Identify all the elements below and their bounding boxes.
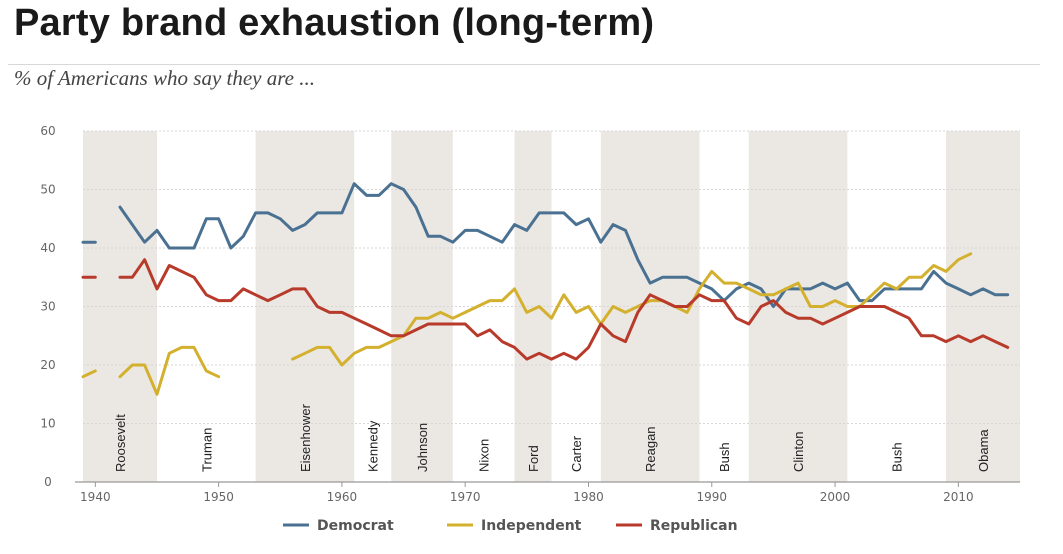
series-line-republican (118, 258, 1010, 361)
presidency-label: Bush (717, 442, 732, 472)
page-title: Party brand exhaustion (long-term) (14, 2, 655, 44)
series-line-independent (81, 369, 97, 379)
presidency-label: Eisenhower (298, 403, 313, 472)
presidency-label: Reagan (643, 426, 658, 472)
x-tick-label: 1950 (203, 490, 234, 504)
presidency-label: Clinton (791, 432, 806, 472)
y-axis-ticks: 0 10 20 30 40 50 60 (40, 124, 55, 489)
y-tick-label: 20 (40, 358, 55, 372)
x-tick-label: 1940 (80, 490, 111, 504)
presidency-band (748, 131, 848, 482)
series-lines (81, 182, 1010, 396)
legend: Democrat Independent Republican (283, 518, 738, 534)
presidency-label: Kennedy (366, 420, 381, 472)
legend-label: Republican (650, 518, 738, 534)
presidency-label: Roosevelt (113, 414, 128, 472)
presidency-label: Johnson (415, 423, 430, 472)
y-tick-label: 0 (44, 475, 52, 489)
x-tick-label: 2000 (820, 490, 851, 504)
chart-subtitle: % of Americans who say they are ... (14, 66, 315, 90)
presidency-label: Bush (890, 442, 905, 472)
legend-label: Democrat (317, 518, 394, 534)
x-tick-label: 1960 (327, 490, 358, 504)
presidency-label: Nixon (477, 439, 492, 472)
presidency-label: Truman (199, 428, 214, 472)
y-tick-label: 40 (40, 241, 55, 255)
x-axis-ticks: 1940 1950 1960 1970 1980 1990 2000 2010 (80, 482, 974, 504)
x-tick-label: 1980 (573, 490, 604, 504)
x-tick-label: 2010 (943, 490, 974, 504)
chart-frame (8, 64, 1040, 549)
presidency-label: Obama (976, 429, 991, 472)
presidency-label: Carter (569, 435, 584, 472)
y-tick-label: 60 (40, 124, 55, 138)
y-tick-label: 30 (40, 300, 55, 314)
y-tick-label: 10 (40, 417, 55, 431)
legend-label: Independent (481, 518, 582, 534)
x-tick-label: 1990 (697, 490, 728, 504)
series-line-independent (118, 345, 221, 396)
y-tick-label: 50 (40, 183, 55, 197)
presidency-label: Ford (526, 445, 541, 472)
presidency-labels: Roosevelt Truman Eisenhower Kennedy Johnson N… (113, 403, 991, 472)
x-tick-label: 1970 (450, 490, 481, 504)
series-line-democrat (118, 182, 1010, 308)
